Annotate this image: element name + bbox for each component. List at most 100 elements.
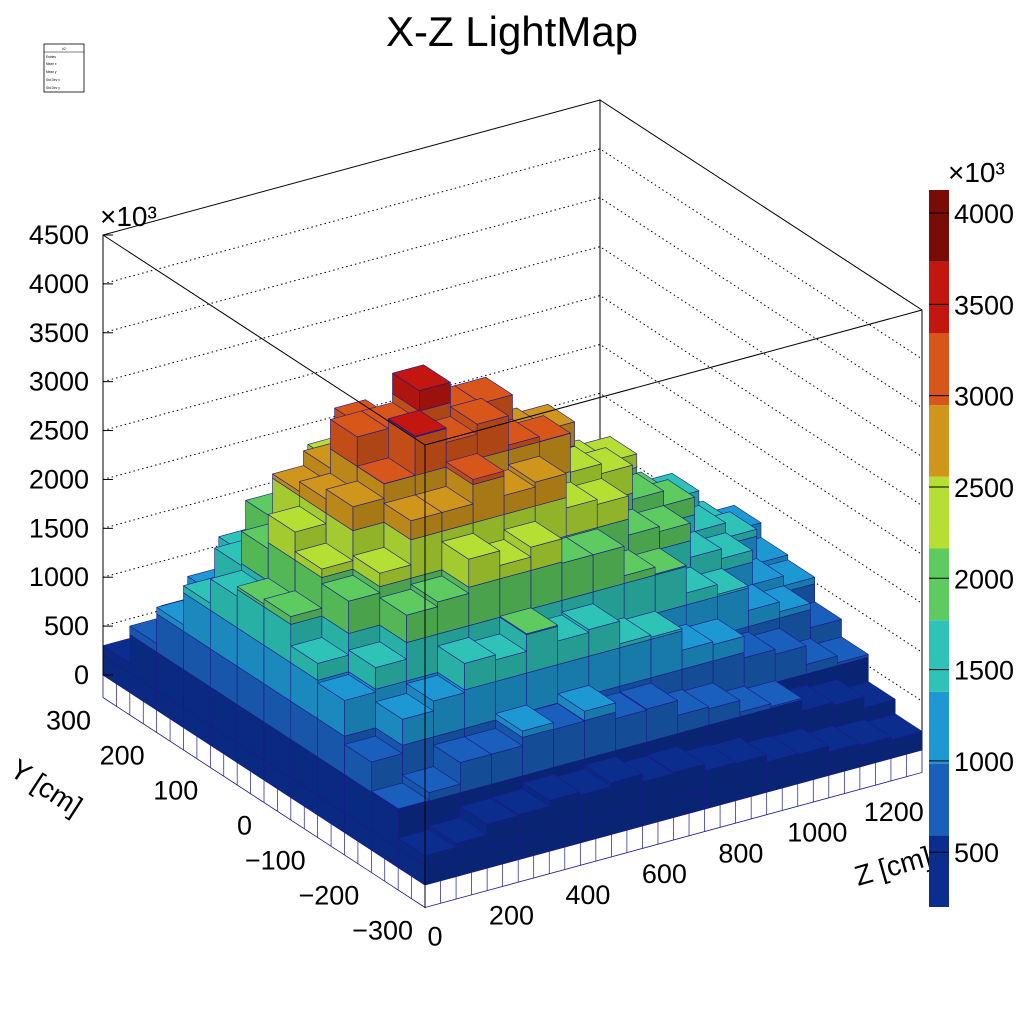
palette-tick-label: 1000 [954,747,1014,777]
gridline [102,392,923,604]
bar-top [267,505,327,533]
palette-band [929,835,949,907]
bar-top [387,409,447,437]
color-palette-bar: 500 1000 1500 2000 2500 3000 3500 4000 [929,190,1014,907]
z-tick-label: 500 [44,611,89,641]
stats-row: Mean x [46,62,57,66]
bar-top [495,704,554,732]
bar-top [450,397,509,425]
stats-name: h2 [62,47,66,51]
bar-top [402,766,461,793]
x-tick-label: 600 [642,859,687,889]
bar-top [406,674,465,702]
palette-band [929,548,949,621]
z-tick-label: 1000 [29,562,89,592]
x-tick-label: 800 [718,838,763,868]
bar-top [397,829,457,857]
bar-top [499,607,559,635]
bar [397,829,457,886]
y-tick-label: 300 [46,705,91,735]
y-tick-label: −200 [299,880,360,910]
bar-top [325,480,385,508]
bar-top [344,735,403,763]
z-tick-label: 0 [74,660,89,690]
z-tick-label: 3000 [29,367,89,397]
y-tick-label: 200 [100,740,145,770]
x-tick-label: 1200 [864,797,924,827]
gridline [102,148,923,360]
bar-top [321,574,381,602]
bar-top [352,546,412,574]
stats-row: Mean y [46,70,57,74]
bar-top [445,453,505,480]
z-tick-label: 4000 [29,269,89,299]
palette-band [929,763,949,836]
x-tick-label: 0 [427,921,442,951]
x-tick-label: 200 [489,901,534,931]
palette-band [929,333,949,406]
bar-top [646,746,705,773]
y-axis-title: Y [cm] [5,753,88,822]
z-axis-multiplier: ×10³ [100,201,157,232]
bar-top [379,588,439,616]
stats-row: Std Dev y [46,86,60,90]
bar-top [507,455,567,483]
z-tick-label: 2500 [29,416,89,446]
z-tick-label: 4500 [29,220,89,250]
z-tick-label: 3500 [29,318,89,348]
gridline [102,197,923,409]
y-tick-label: 100 [153,775,198,805]
bar-top [491,788,550,816]
bar-top [317,674,376,701]
bar-top [428,817,488,844]
box-edge [102,234,426,446]
z-tick-label: 2000 [29,464,89,494]
bar-top [561,603,621,630]
y-tick-label: −100 [245,845,306,875]
bar-top [330,410,389,438]
stats-box[interactable]: h2 Entries Mean x Mean y Std Dev x Std D… [43,43,85,93]
x-axis-title: Z [cm] [851,841,934,892]
stats-row: Std Dev x [46,78,60,82]
palette-band [929,691,949,764]
bars [102,364,923,886]
palette-band [929,405,949,477]
gridline [102,246,923,458]
bar-top [433,736,492,763]
palette-band [929,190,949,262]
gridline [102,295,923,506]
palette-tick-label: 3000 [954,382,1014,412]
bar-top [294,542,354,570]
bar-top [348,641,407,668]
bar-top [441,532,501,560]
palette-multiplier: ×10³ [948,157,1005,188]
bar-top [356,457,416,485]
x-tick-label: 400 [565,880,610,910]
palette-tick-label: 3500 [954,290,1014,320]
gridline [102,343,923,555]
y-tick-label: −300 [352,915,413,945]
bar-top [392,364,451,392]
bar-top [522,774,581,801]
bar-top [503,520,563,548]
bar-top [437,637,496,664]
box-edge [424,309,923,446]
stats-row: Entries [46,55,56,59]
bar-top [263,590,323,617]
palette-band [929,620,949,692]
palette-tick-label: 1500 [954,656,1014,686]
palette-tick-label: 4000 [954,199,1014,229]
bar-top [584,756,643,783]
box-front-edges [102,234,923,908]
bar-top [619,682,679,710]
palette-tick-label: 500 [954,838,999,868]
bar-top [290,637,350,664]
bar-top [370,782,430,810]
y-tick-label: 0 [237,810,252,840]
chart-title: X-Z LightMap [386,8,638,55]
x-tick-label: 1000 [787,818,847,848]
z-tick-label: 1500 [29,513,89,543]
palette-tick-label: 2000 [954,564,1014,594]
palette-tick-label: 2500 [954,473,1014,503]
